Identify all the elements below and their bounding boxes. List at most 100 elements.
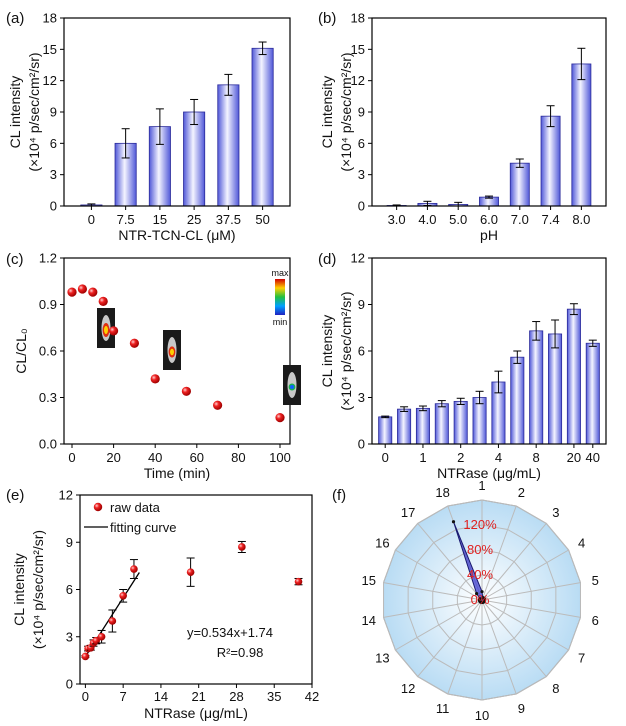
- radar-category-label: 12: [401, 681, 415, 696]
- panel-b-xtick-label: 8.0: [572, 212, 590, 227]
- mouse-signal-core: [104, 326, 108, 334]
- panel-d-bar: [510, 356, 525, 445]
- panel-a-bar: [183, 111, 206, 207]
- panel-b-xtick-label: 4.0: [418, 212, 436, 227]
- radar-category-label: 3: [552, 505, 559, 520]
- panel-b-xtick-label: 5.0: [449, 212, 467, 227]
- radar-r-label: 120%: [463, 517, 497, 532]
- panel-d-ytick-label: 3: [358, 390, 365, 405]
- radar-spoke: [383, 599, 483, 618]
- radar-category-label: 17: [401, 505, 415, 520]
- panel-e-xtick-label: 28: [229, 689, 243, 704]
- panel-b-ytick-label: 9: [358, 105, 365, 120]
- radar-spoke: [481, 599, 581, 618]
- radar-spoke: [481, 582, 581, 601]
- panel-d-ytick-label: 9: [358, 297, 365, 312]
- radar-spoke: [447, 599, 483, 695]
- panel-d-xtick-label: 0: [382, 450, 389, 465]
- radar-category-label: 14: [362, 613, 376, 628]
- panel-b-label: (b): [318, 10, 336, 27]
- radar-spoke: [395, 599, 483, 651]
- panel-e-xtick-label: 42: [305, 689, 319, 704]
- colorbar-min-label: min: [273, 317, 288, 327]
- panel-e-ylabel-units: (×10⁴ p/sec/cm²/sr): [30, 530, 46, 649]
- radar-category-label: 10: [475, 708, 489, 723]
- panel-a-xtick-label: 15: [153, 212, 167, 227]
- panel-b-ytick-label: 0: [358, 199, 365, 214]
- panel-d-bar: [453, 400, 468, 445]
- panel-a-ytick-label: 18: [43, 11, 57, 26]
- colorbar: [275, 279, 285, 315]
- panel-b: (b) 0 3 6 9 12 15 18 3.0 4.0 5.0 6.0 7.0 7.4 8.0 pH CL i…: [318, 10, 607, 243]
- panel-c-point: [213, 400, 223, 410]
- panel-c-point: [67, 287, 77, 297]
- panel-e-point: [186, 568, 195, 576]
- radar-data-point: [478, 597, 482, 601]
- panel-d-xlabel: NTRase (μg/mL): [437, 465, 541, 481]
- panel-a-xlabel: NTR-TCN-CL (μM): [118, 227, 235, 243]
- panel-e: (e) 0 3 6 9 12 0 7 14 21 28 35 42 raw data fitting cur…: [6, 487, 319, 721]
- panel-b-bar: [571, 63, 592, 207]
- panel-c-label: (c): [6, 251, 24, 268]
- panel-a-ytick-label: 15: [43, 42, 57, 57]
- radar-category-label: 13: [375, 651, 389, 666]
- radar-spoke: [481, 549, 569, 601]
- radar-category-label: 16: [375, 536, 389, 551]
- radar-spoke: [395, 549, 483, 601]
- panel-e-point: [130, 565, 138, 573]
- panel-e-label: (e): [6, 487, 24, 504]
- panel-a-xtick-label: 50: [255, 212, 269, 227]
- panel-e-ytick-label: 9: [66, 535, 73, 550]
- radar-data-point: [480, 590, 484, 594]
- panel-b-xtick-label: 7.4: [542, 212, 560, 227]
- radar-category-label: 6: [592, 613, 599, 628]
- panel-e-point: [108, 617, 117, 625]
- panel-d-bar: [472, 397, 487, 445]
- panel-e-point: [97, 632, 106, 641]
- panel-d-bar: [415, 407, 430, 445]
- panel-c: (c) 0.0 0.3 0.6 0.9 1.2 0 20 40 60 80 100 max min Time…: [6, 251, 301, 481]
- panel-d-xtick-label: 1: [419, 450, 426, 465]
- panel-c-xtick-label: 60: [190, 450, 204, 465]
- panel-b-xtick-label: 6.0: [480, 212, 498, 227]
- panel-e-ytick-label: 0: [66, 677, 73, 692]
- radar-category-label: 7: [578, 651, 585, 666]
- panel-e-ytick-label: 6: [66, 582, 73, 597]
- radar-r-label: 40%: [467, 567, 493, 582]
- panel-c-xtick-label: 100: [269, 450, 291, 465]
- panel-a-xtick-label: 0: [88, 212, 95, 227]
- panel-e-xlabel: NTRase (μg/mL): [144, 705, 248, 721]
- panel-a-ylabel-units: (×10⁴ p/sec/cm²/sr): [26, 52, 42, 171]
- panel-e-ylabel: CL intensity: [11, 553, 27, 626]
- panel-d-ylabel: CL intensity: [319, 315, 335, 388]
- panel-e-point: [119, 592, 127, 600]
- legend-fit-label: fitting curve: [110, 520, 176, 535]
- panel-b-ytick-label: 12: [351, 73, 365, 88]
- panel-a: (a) 0 3 6 9 12 15 18 0 7.5 15 25 37.5 50 NTR-TCN-CL (μ…: [6, 10, 291, 243]
- panel-f-label: (f): [332, 487, 346, 504]
- panel-b-ylabel-units: (×10⁴ p/sec/cm²/sr): [338, 52, 354, 171]
- panel-b-xtick-label: 3.0: [388, 212, 406, 227]
- panel-c-ytick-label: 0.9: [39, 297, 57, 312]
- panel-a-ytick-label: 9: [50, 105, 57, 120]
- panel-c-point: [109, 326, 119, 336]
- panel-a-ytick-label: 3: [50, 167, 57, 182]
- panel-d-bar: [434, 403, 449, 445]
- panel-f: (f)1 234567891011121314151617180%40%80%12…: [332, 478, 599, 723]
- radar-data-point: [475, 592, 479, 596]
- legend-raw-label: raw data: [110, 500, 161, 515]
- panel-d-xtick-label: 40: [586, 450, 600, 465]
- panel-b-bar: [509, 162, 530, 207]
- panel-b-bar: [540, 115, 561, 207]
- panel-b-ylabel: CL intensity: [319, 76, 335, 149]
- panel-c-point: [129, 338, 139, 348]
- panel-b-xlabel: pH: [480, 227, 498, 243]
- panel-c-xtick-label: 0: [68, 450, 75, 465]
- panel-e-equation: y=0.534x+1.74: [187, 625, 273, 640]
- panel-c-ytick-label: 0.6: [39, 344, 57, 359]
- panel-d-ytick-label: 0: [358, 437, 365, 452]
- panel-e-xtick-label: 0: [82, 689, 89, 704]
- panel-e-xtick-label: 21: [191, 689, 205, 704]
- panel-d-bar: [585, 342, 600, 445]
